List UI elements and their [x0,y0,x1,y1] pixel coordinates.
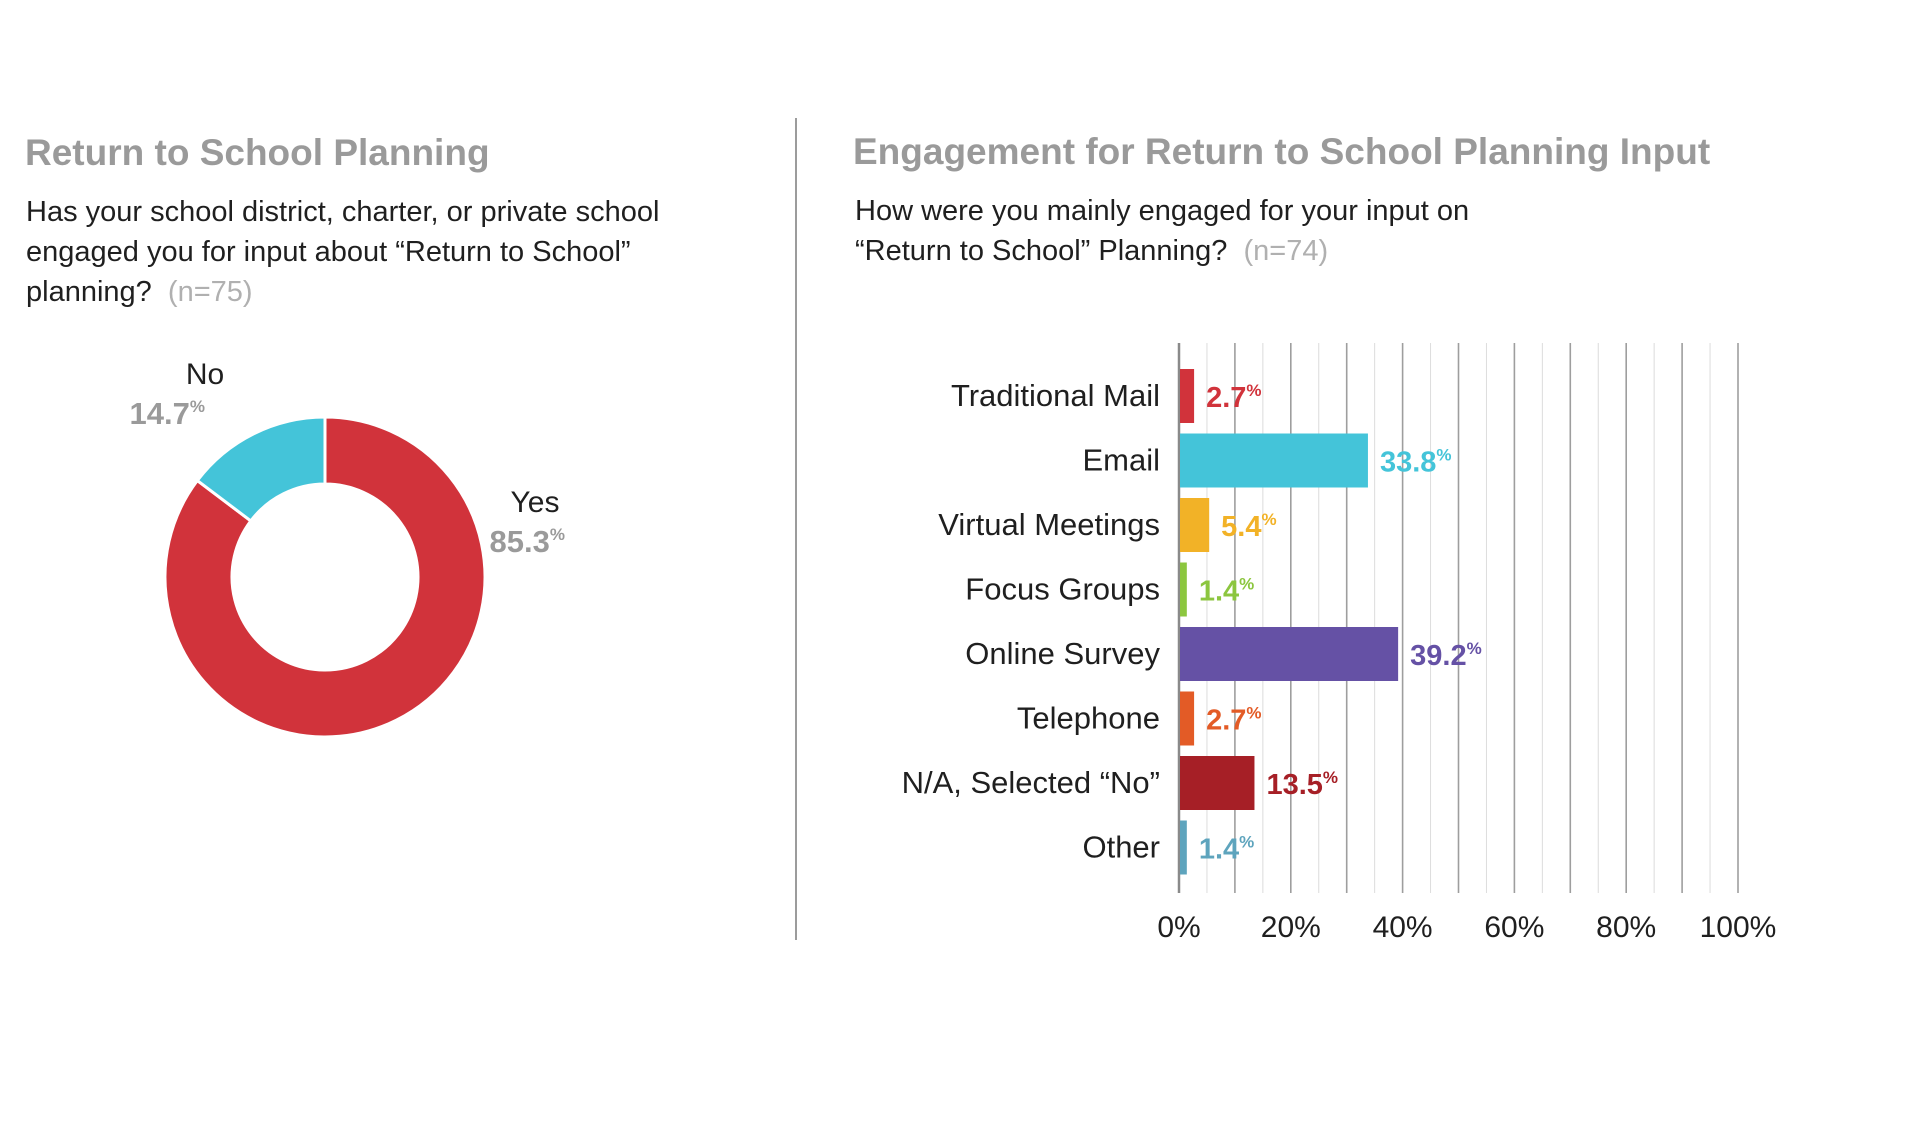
bar-row-online-survey: Online Survey 39.2% [965,627,1482,681]
bar-row-other: Other 1.4% [1082,820,1254,875]
x-axis-ticks: 0% 20% 40% 60% 80% 100% [1157,911,1776,944]
category-label: Virtual Meetings [938,507,1160,542]
no-slice-value-number: 14.7 [130,396,190,431]
bar-value-label: 33.8% [1380,446,1452,479]
x-tick-label: 20% [1261,911,1321,944]
category-label: N/A, Selected “No” [902,765,1160,800]
donut-slice-no [195,415,327,524]
bar-row-focus-groups: Focus Groups 1.4% [965,562,1254,617]
bar-row-n-a-selected-no: N/A, Selected “No” 13.5% [902,756,1338,810]
bar-row-telephone: Telephone 2.7% [1017,691,1262,746]
bar [1180,369,1195,423]
panel-divider [795,118,797,940]
x-tick-label: 80% [1596,911,1656,944]
bar-value-number: 1.4 [1199,834,1239,866]
bar-row-email: Email 33.8% [1082,433,1452,488]
bar-value-number: 2.7 [1206,382,1246,414]
donut-slice-yes [163,415,487,739]
bar-value-label: 2.7% [1206,381,1261,414]
yes-slice-percent-sign: % [550,525,565,544]
x-tick-label: 100% [1700,911,1777,944]
bar-value-percent-sign: % [1436,446,1451,465]
pie-chart-question: Has your school district, charter, or pr… [26,192,706,312]
category-label: Other [1082,830,1160,865]
bar-value-percent-sign: % [1323,768,1338,787]
bar-value-label: 1.4% [1199,575,1254,608]
category-label: Online Survey [965,636,1160,671]
bar-value-label: 1.4% [1199,833,1254,866]
bar-row-virtual-meetings: Virtual Meetings 5.4% [938,498,1277,552]
bar-value-number: 33.8 [1380,447,1436,479]
category-label: Telephone [1017,701,1160,736]
no-slice-percent-sign: % [190,397,205,416]
yes-slice-value-number: 85.3 [490,524,550,559]
x-tick-label: 40% [1373,911,1433,944]
bar [1180,498,1210,552]
yes-slice-label: Yes [511,486,560,519]
pie-chart-title: Return to School Planning [25,132,490,173]
bar-value-number: 2.7 [1206,705,1246,737]
donut-chart: No 14.7% Yes 85.3% [130,358,565,739]
bar [1180,691,1195,746]
bar [1180,756,1255,810]
x-tick-label: 0% [1157,911,1200,944]
no-slice-label: No [186,358,224,391]
bar [1180,433,1368,488]
bar-value-percent-sign: % [1467,639,1482,658]
bar-value-percent-sign: % [1262,510,1277,529]
bar-question-text: How were you mainly engaged for your inp… [855,195,1470,267]
donut-slices [163,415,487,739]
category-label: Focus Groups [965,572,1160,607]
bar-value-percent-sign: % [1239,575,1254,594]
bar-value-number: 39.2 [1410,640,1466,672]
bar [1180,562,1187,617]
bar-value-label: 13.5% [1266,768,1338,801]
pie-sample-size: (n=75) [167,276,253,308]
bar-value-percent-sign: % [1239,833,1254,852]
x-tick-label: 60% [1484,911,1544,944]
bar-value-label: 39.2% [1410,639,1482,672]
bar-value-percent-sign: % [1246,704,1261,723]
category-label: Traditional Mail [951,378,1160,413]
bar-row-traditional-mail: Traditional Mail 2.7% [951,369,1262,423]
pie-question-text: Has your school district, charter, or pr… [26,196,660,308]
bar-value-number: 5.4 [1221,511,1261,543]
bar-value-label: 5.4% [1221,510,1276,543]
bar-rows: Traditional Mail 2.7%Email 33.8%Virtual Me… [902,369,1482,875]
bar-value-label: 2.7% [1206,704,1261,737]
bar-chart-title: Engagement for Return to School Planning… [853,131,1711,172]
category-label: Email [1082,443,1160,478]
bar-value-percent-sign: % [1246,381,1261,400]
bar-grid [1177,343,1739,893]
bar [1180,820,1187,875]
bar [1180,627,1399,681]
bar-value-number: 1.4 [1199,576,1239,608]
bar-value-number: 13.5 [1266,769,1322,801]
bar-chart-question: How were you mainly engaged for your inp… [855,191,1535,271]
no-slice-value: 14.7% [130,396,205,431]
bar-sample-size: (n=74) [1243,235,1329,267]
yes-slice-value: 85.3% [490,524,565,559]
